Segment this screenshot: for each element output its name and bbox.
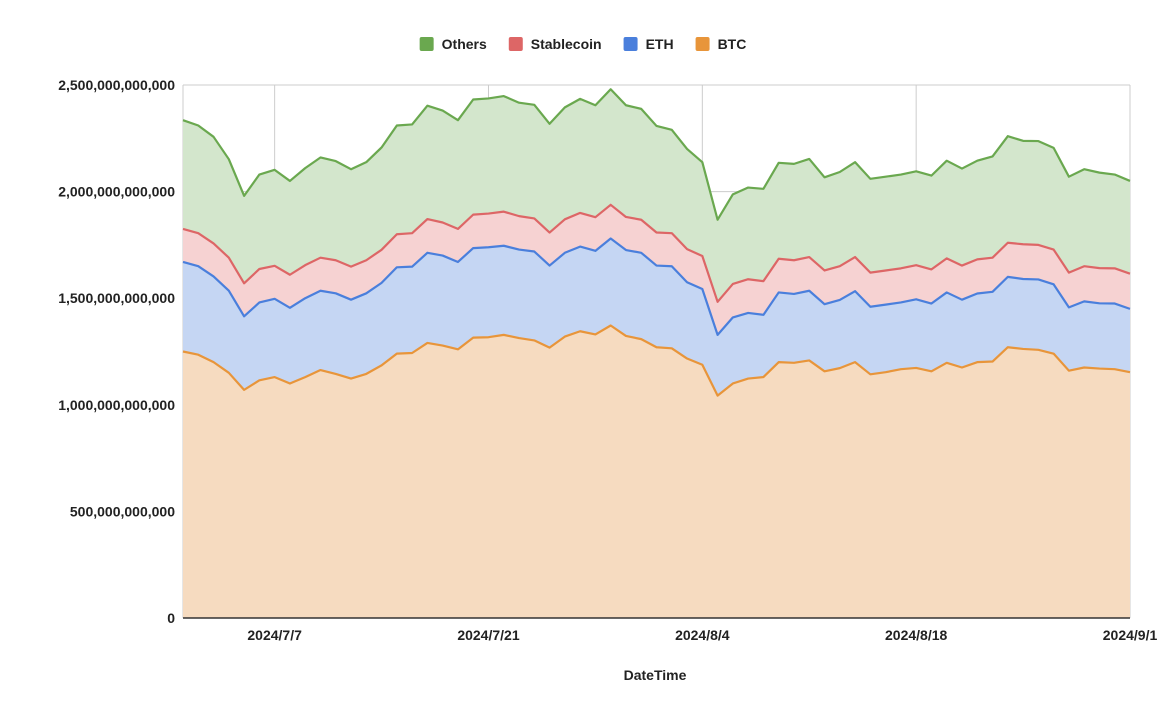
y-tick-label: 1,000,000,000,000 <box>58 397 175 413</box>
area-btc <box>183 325 1130 618</box>
y-axis: 0 500,000,000,000 1,000,000,000,000 1,500,0… <box>58 77 175 626</box>
y-tick-label: 2,500,000,000,000 <box>58 77 175 93</box>
area-layers <box>183 89 1130 618</box>
legend-item-eth[interactable]: ETH <box>623 36 674 52</box>
area-stablecoin <box>183 204 1130 335</box>
x-axis: 2024/7/7 2024/7/21 2024/8/4 2024/8/18 2024/9… <box>183 617 1158 643</box>
legend-swatch <box>695 37 710 51</box>
series-lines <box>182 88 1131 397</box>
x-tick-label: 2024/8/18 <box>885 627 947 643</box>
legend-item-stablecoin[interactable]: Stablecoin <box>508 36 602 52</box>
legend-label: ETH <box>646 36 674 52</box>
legend-item-others[interactable]: Others <box>419 36 487 52</box>
line-others <box>182 88 1131 221</box>
legend-item-btc[interactable]: BTC <box>695 36 747 52</box>
legend-swatch <box>419 37 434 51</box>
legend-label: Others <box>442 36 487 52</box>
y-tick-label: 0 <box>167 610 175 626</box>
line-btc <box>182 324 1131 397</box>
x-tick-label: 2024/8/4 <box>675 627 730 643</box>
legend-swatch <box>623 37 638 51</box>
legend-label: BTC <box>718 36 747 52</box>
x-axis-title: DateTime <box>624 667 687 683</box>
area-others <box>183 89 1130 302</box>
x-tick-label: 2024/7/21 <box>457 627 519 643</box>
area-eth <box>183 238 1130 396</box>
y-tick-label: 500,000,000,000 <box>70 503 175 519</box>
legend[interactable]: Others Stablecoin ETH BTC <box>419 36 747 52</box>
y-tick-label: 1,500,000,000,000 <box>58 290 175 306</box>
legend-label: Stablecoin <box>531 36 602 52</box>
x-tick-label: 2024/7/7 <box>247 627 302 643</box>
line-stablecoin <box>182 203 1131 303</box>
x-tick-label: 2024/9/1 <box>1103 627 1158 643</box>
legend-swatch <box>508 37 523 51</box>
line-eth <box>182 237 1131 336</box>
y-tick-label: 2,000,000,000,000 <box>58 184 175 200</box>
